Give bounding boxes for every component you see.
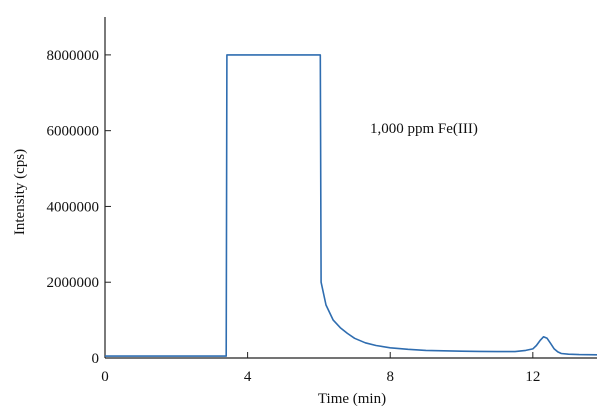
series-layer bbox=[105, 54, 597, 357]
y-tick-label: 8000000 bbox=[47, 48, 100, 64]
x-axis-title: Time (min) bbox=[318, 391, 386, 407]
y-tick-label: 6000000 bbox=[47, 124, 100, 140]
y-axis: 0 2000000 4000000 6000000 8000000 bbox=[47, 48, 111, 367]
y-tick-label: 4000000 bbox=[47, 199, 100, 215]
annotation-label: 1,000 ppm Fe(III) bbox=[370, 121, 478, 137]
x-tick-label: 0 bbox=[101, 369, 109, 385]
y-tick-label: 2000000 bbox=[47, 275, 100, 291]
y-axis-title: Intensity (cps) bbox=[12, 149, 28, 235]
x-tick-label: 12 bbox=[525, 369, 540, 385]
x-axis: 0 4 8 12 bbox=[101, 352, 540, 385]
plot-frame bbox=[104, 17, 597, 359]
x-tick-label: 4 bbox=[244, 369, 252, 385]
y-tick-label: 0 bbox=[92, 351, 100, 367]
series-line bbox=[105, 54, 597, 357]
x-tick-label: 8 bbox=[386, 369, 394, 385]
